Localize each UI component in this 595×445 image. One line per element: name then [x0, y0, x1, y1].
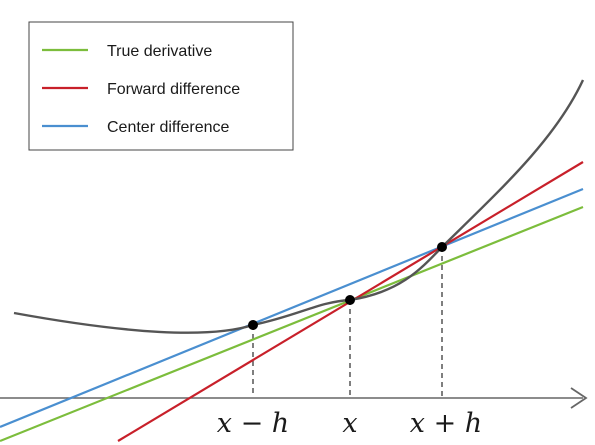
point-x-minus-h [248, 320, 258, 330]
point-x-plus-h [437, 242, 447, 252]
legend-label-forward-difference: Forward difference [107, 81, 240, 98]
center-difference-line [0, 187, 584, 429]
tick-label-x-minus-h: x − h [217, 408, 289, 439]
point-x [345, 295, 355, 305]
legend-label-true-derivative: True derivative [107, 43, 212, 60]
true-derivative-line [0, 205, 584, 443]
legend: True derivative Forward difference Cente… [28, 21, 294, 151]
legend-label-center-difference: Center difference [107, 119, 230, 136]
tick-label-x: x [342, 408, 357, 439]
tick-label-x-plus-h: x + h [410, 408, 482, 439]
x-axis-arrowhead [570, 387, 588, 409]
legend-box [28, 21, 294, 151]
